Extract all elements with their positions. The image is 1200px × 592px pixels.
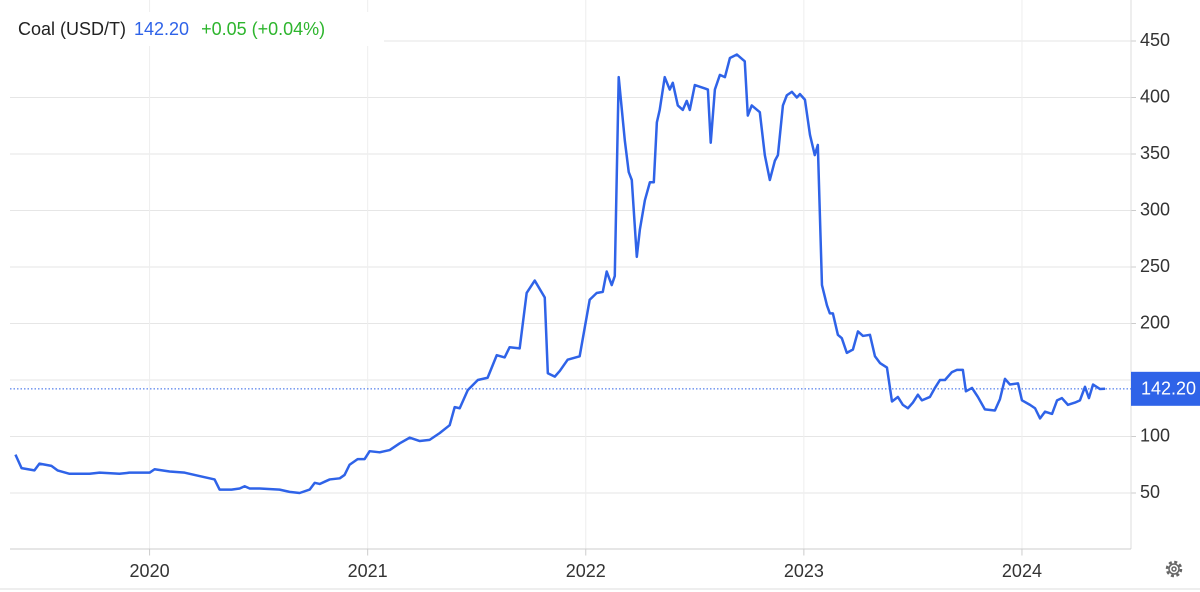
y-tick-label: 50 bbox=[1140, 482, 1160, 502]
last-price-label: 142.20 bbox=[1141, 379, 1196, 399]
y-tick-label: 250 bbox=[1140, 256, 1170, 276]
gear-teeth bbox=[1165, 560, 1183, 578]
settings-icon[interactable] bbox=[1165, 560, 1183, 578]
y-tick-label: 300 bbox=[1140, 199, 1170, 219]
x-tick-label: 2024 bbox=[1002, 561, 1042, 581]
x-tick-label: 2022 bbox=[566, 561, 606, 581]
plot bbox=[10, 53, 1131, 495]
x-tick-label: 2021 bbox=[348, 561, 388, 581]
chart-title: Coal (USD/T) bbox=[18, 19, 126, 39]
price-line bbox=[14, 53, 1106, 495]
y-tick-label: 200 bbox=[1140, 312, 1170, 332]
gear-hub bbox=[1171, 566, 1177, 572]
x-tick-label: 2020 bbox=[130, 561, 170, 581]
grid bbox=[10, 0, 1136, 556]
gear-ring bbox=[1168, 563, 1180, 575]
price: 142.20 bbox=[134, 19, 189, 39]
header-box bbox=[8, 12, 384, 46]
last-price-box bbox=[1131, 371, 1200, 406]
labels: 5010015020025030035040045020202021202220… bbox=[130, 30, 1200, 581]
y-tick-label: 450 bbox=[1140, 30, 1170, 50]
x-tick-label: 2023 bbox=[784, 561, 824, 581]
y-tick-label: 350 bbox=[1140, 143, 1170, 163]
y-tick-label: 400 bbox=[1140, 86, 1170, 106]
price-change: +0.05 (+0.04%) bbox=[201, 19, 325, 39]
y-tick-label: 100 bbox=[1140, 425, 1170, 445]
